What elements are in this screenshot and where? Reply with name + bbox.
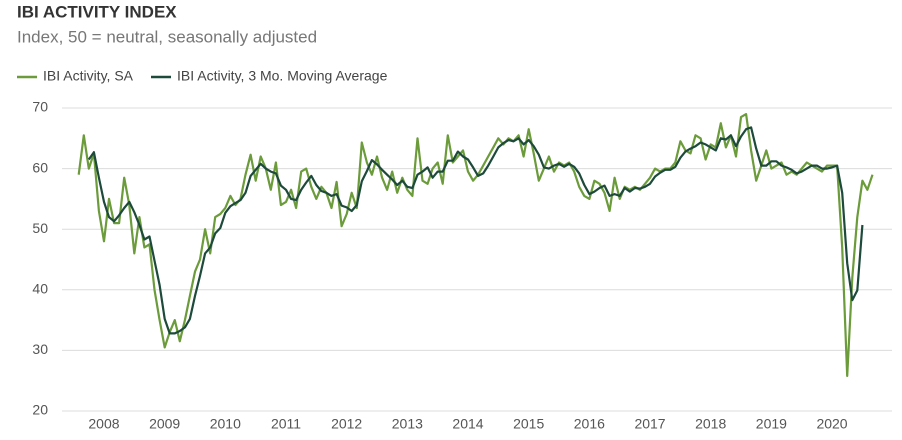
y-tick-label: 70 [32,99,48,115]
y-tick-label: 30 [32,341,48,357]
x-tick-label: 2011 [271,416,301,432]
x-tick-label: 2018 [695,416,726,432]
x-tick-label: 2020 [816,416,847,432]
x-tick-label: 2010 [210,416,241,432]
x-tick-label: 2016 [574,416,605,432]
series-line [77,113,874,377]
x-tick-label: 2019 [756,416,787,432]
x-tick-label: 2009 [149,416,180,432]
x-tick-label: 2008 [88,416,119,432]
chart-subtitle: Index, 50 = neutral, seasonally adjusted [17,27,317,46]
x-tick-label: 2014 [452,416,483,432]
y-tick-label: 40 [32,281,48,297]
x-tick-label: 2017 [634,416,665,432]
y-tick-label: 60 [32,159,48,175]
x-tick-label: 2013 [392,416,423,432]
legend-label: IBI Activity, 3 Mo. Moving Average [177,68,388,84]
x-tick-label: 2015 [513,416,544,432]
y-tick-label: 50 [32,220,48,236]
legend-label: IBI Activity, SA [43,68,134,84]
x-tick-label: 2012 [331,416,362,432]
chart-title: IBI ACTIVITY INDEX [17,2,177,21]
y-tick-label: 20 [32,402,48,418]
series-line [87,126,864,335]
